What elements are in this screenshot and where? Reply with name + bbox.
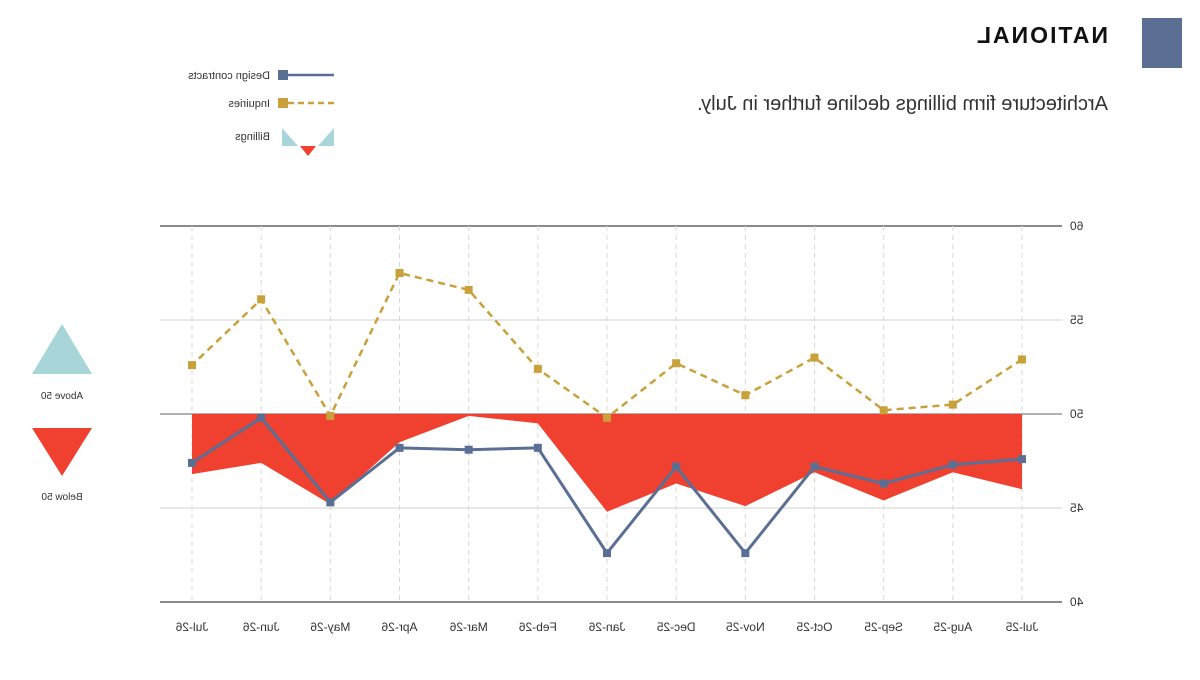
x-tick-label: Nov-25 [726, 620, 765, 634]
inquiries-point [395, 269, 404, 277]
brand-flag-shape [1142, 18, 1182, 68]
billings-area [192, 414, 1022, 512]
design-contracts-point [672, 462, 681, 471]
legend: Design contracts Inquiries Billings [188, 70, 334, 156]
inquiries-point [948, 400, 957, 409]
inquiries-point [533, 364, 542, 373]
header: NATIONAL Architecture firm billings decl… [697, 18, 1182, 115]
x-tick-label: Oct-25 [796, 620, 832, 634]
x-tick-label: Aug-25 [933, 620, 972, 634]
legend-inquiries-marker [278, 98, 288, 108]
y-tick-label: 40 [1070, 595, 1084, 609]
above-50-triangle-icon [32, 324, 92, 374]
above-50-label: Above 50 [40, 391, 83, 402]
inquiries-point [741, 391, 750, 400]
x-tick-label: Jun-26 [243, 620, 280, 634]
inquiries-point [672, 359, 681, 368]
inquiries-point [464, 285, 473, 294]
brand-name: NATIONAL [975, 22, 1108, 48]
design-contracts-point [810, 462, 819, 471]
y-tick-label: 55 [1070, 313, 1084, 327]
y-tick-label: 45 [1070, 501, 1084, 515]
y-tick-label: 60 [1070, 219, 1084, 233]
inquiries-point [1018, 355, 1026, 364]
legend-design-label: Design contracts [188, 70, 270, 82]
y-tick-label: 50 [1070, 407, 1084, 421]
legend-item-billings: Billings [235, 128, 334, 156]
inquiries-point [326, 411, 335, 420]
inquiries-point [810, 353, 819, 362]
legend-design-marker [278, 70, 288, 80]
series-lines [188, 269, 1026, 558]
design-contracts-point [257, 413, 266, 422]
design-contracts-point [395, 443, 404, 452]
x-tick-label: Jul-26 [175, 620, 208, 634]
legend-billings-above-swatch [318, 128, 334, 146]
inquiries-point [188, 361, 196, 370]
design-contracts-point [188, 458, 196, 467]
below-50-label: Below 50 [41, 492, 83, 503]
brand-flag-notch [1118, 18, 1142, 34]
design-contracts-point [326, 498, 335, 507]
page-title: Architecture firm billings decline furth… [697, 93, 1108, 115]
side-legend: Above 50 Below 50 [32, 324, 92, 503]
below-50-triangle-icon [32, 428, 92, 476]
x-tick-label: May-26 [310, 620, 350, 634]
legend-item-design: Design contracts [188, 70, 334, 82]
design-contracts-point [464, 445, 473, 454]
design-contracts-point [879, 479, 888, 488]
x-tick-label: Feb-26 [519, 620, 557, 634]
x-tick-label: Mar-26 [449, 620, 487, 634]
x-tick-label: Jan-26 [588, 620, 625, 634]
legend-billings-below-swatch [300, 146, 316, 156]
inquiries-point [879, 406, 888, 415]
x-tick-label: Dec-25 [657, 620, 696, 634]
legend-item-inquiries: Inquiries [228, 98, 334, 110]
legend-billings-above-swatch-2 [282, 128, 298, 146]
legend-inquiries-label: Inquiries [228, 98, 270, 110]
billings-area-fill [192, 414, 1022, 512]
axes: 40 45 50 55 60 Jul-25 Aug-25 Sep-25 Oct-25 Nov-25… [175, 219, 1083, 634]
x-tick-label: Jul-25 [1005, 620, 1038, 634]
design-contracts-point [603, 549, 611, 558]
inquiries-point [603, 413, 611, 422]
legend-billings-label: Billings [235, 131, 270, 143]
design-contracts-point [741, 549, 750, 558]
design-contracts-point [948, 460, 957, 469]
brand-flag-icon [1118, 18, 1182, 68]
design-contracts-point [1018, 455, 1026, 464]
inquiries-point [257, 295, 266, 304]
x-tick-label: Apr-26 [381, 620, 417, 634]
design-contracts-point [533, 443, 542, 452]
x-tick-label: Sep-25 [864, 620, 903, 634]
